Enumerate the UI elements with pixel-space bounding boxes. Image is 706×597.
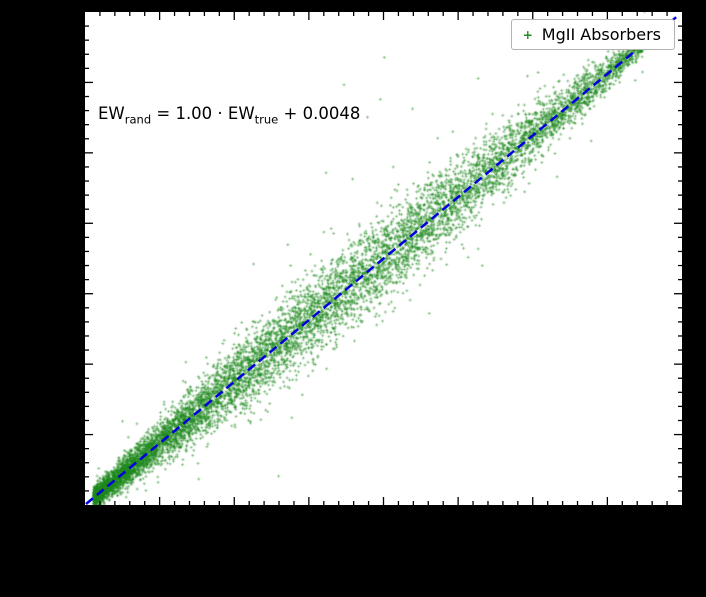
scatter-points-canvas <box>85 12 682 505</box>
annotation-ew-left: EW <box>98 104 125 123</box>
legend-label: MgII Absorbers <box>541 25 661 44</box>
annotation-sub-rand: rand <box>124 112 152 127</box>
legend-plus-marker-icon: + <box>522 27 533 42</box>
annotation-sub-true: true <box>254 112 279 127</box>
legend: + MgII Absorbers <box>510 19 675 50</box>
fit-equation-annotation: EWrand = 1.00 · EWtrue + 0.0048 <box>98 104 360 126</box>
plot-area: + MgII Absorbers EWrand = 1.00 · EWtrue … <box>83 10 684 507</box>
annotation-middle: = 1.00 · EW <box>151 104 255 123</box>
plot-inner <box>85 12 682 505</box>
annotation-tail: + 0.0048 <box>278 104 361 123</box>
